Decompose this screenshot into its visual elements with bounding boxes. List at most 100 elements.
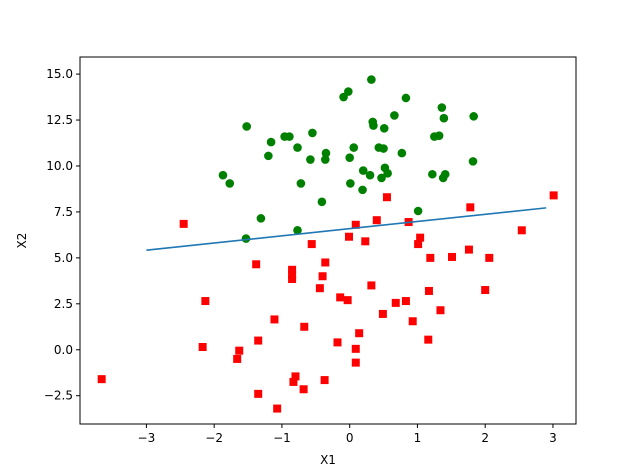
data-point-square (416, 233, 425, 242)
ticks-layer: −3 −2 −1 0 1 2 3 −2.5 0.0 2.5 5.0 7.5 10.0 12.5 15.0 (44, 67, 557, 445)
data-point-square (426, 253, 435, 262)
data-point-square (355, 329, 364, 338)
data-point-square (351, 220, 360, 229)
data-point-circle (293, 143, 302, 152)
data-point-circle (346, 179, 355, 188)
data-point-square (414, 240, 423, 249)
data-point-circle (345, 153, 354, 163)
data-point-circle (379, 124, 389, 133)
data-point-square (201, 297, 210, 306)
data-point-circle (390, 111, 399, 120)
data-point-square (333, 338, 342, 347)
data-point-circle (369, 121, 378, 130)
data-point-square (436, 306, 445, 315)
data-point-square (351, 344, 360, 353)
data-point-circle (469, 112, 478, 121)
x-tick-label: 3 (549, 431, 557, 445)
data-point-square (336, 293, 345, 302)
data-point-square (307, 240, 316, 249)
data-point-square (97, 375, 106, 384)
data-point-circle (339, 92, 348, 102)
data-point-square (318, 272, 327, 281)
data-point-square (288, 270, 297, 279)
y-tick-label: 7.5 (54, 205, 73, 219)
data-point-circle (401, 93, 411, 103)
data-point-circle (242, 122, 251, 131)
data-point-square (481, 286, 490, 295)
data-point-square (179, 219, 188, 228)
data-point-square (517, 226, 526, 235)
data-point-circle (430, 132, 439, 141)
y-tick-label: 15.0 (46, 67, 73, 81)
x-tick-label: −1 (273, 431, 291, 445)
data-point-circle (468, 157, 478, 166)
data-point-circle (397, 148, 407, 158)
decision-boundary-line (146, 207, 547, 251)
data-point-square (315, 284, 324, 293)
data-point-circle (379, 144, 388, 153)
data-point-square (288, 265, 297, 274)
data-point-square (343, 296, 352, 305)
data-point-square (252, 260, 261, 269)
data-point-square (254, 336, 263, 345)
data-point-square (408, 317, 417, 326)
data-point-circle (285, 132, 294, 141)
data-point-square (549, 191, 558, 200)
axes-frame (79, 56, 577, 425)
data-point-circle (320, 155, 330, 164)
y-tick-label: −2.5 (44, 389, 73, 403)
y-tick-label: 10.0 (46, 159, 73, 173)
data-point-square (270, 315, 279, 324)
data-point-circle (349, 143, 359, 152)
data-point-circle (317, 197, 327, 207)
data-point-circle (293, 226, 302, 235)
data-point-circle (241, 234, 251, 243)
data-point-circle (413, 206, 423, 216)
data-point-circle (438, 173, 448, 183)
data-point-circle (264, 151, 273, 161)
x-tick-label: 2 (481, 431, 489, 445)
data-point-circle (296, 179, 306, 188)
x-tick-label: −3 (138, 431, 156, 445)
data-point-square (464, 245, 473, 254)
data-point-circle (358, 166, 368, 175)
data-point-circle (256, 214, 266, 223)
data-point-circle (377, 173, 386, 183)
data-point-circle (266, 137, 276, 147)
data-point-square (233, 354, 242, 363)
data-point-square (254, 389, 263, 398)
data-point-square (485, 253, 494, 262)
data-point-circle (308, 128, 317, 138)
data-point-square (351, 358, 360, 367)
plot-layer (97, 75, 558, 413)
data-point-circle (437, 103, 447, 112)
data-point-circle (358, 185, 367, 195)
data-point-square (382, 193, 391, 202)
data-point-square (372, 216, 381, 225)
data-point-square (289, 377, 298, 386)
data-point-square (424, 286, 433, 295)
data-point-circle (365, 170, 375, 180)
data-point-square (273, 404, 282, 413)
data-point-square (198, 343, 207, 351)
data-point-square (291, 372, 300, 381)
data-point-circle (428, 169, 437, 179)
data-point-circle (225, 179, 235, 188)
data-point-square (391, 298, 400, 307)
data-point-square (321, 258, 330, 267)
data-point-square (378, 309, 387, 318)
data-point-square (401, 297, 410, 306)
data-point-square (466, 203, 475, 212)
data-point-circle (367, 75, 376, 84)
data-point-circle (306, 155, 315, 164)
y-tick-label: 0.0 (54, 343, 73, 357)
x-axis-label: X1 (320, 453, 336, 467)
data-point-square (361, 237, 370, 246)
data-point-square (235, 346, 244, 355)
data-point-circle (439, 113, 449, 123)
x-tick-label: 0 (346, 431, 354, 445)
y-tick-label: 5.0 (54, 251, 73, 265)
data-point-square (345, 232, 354, 241)
